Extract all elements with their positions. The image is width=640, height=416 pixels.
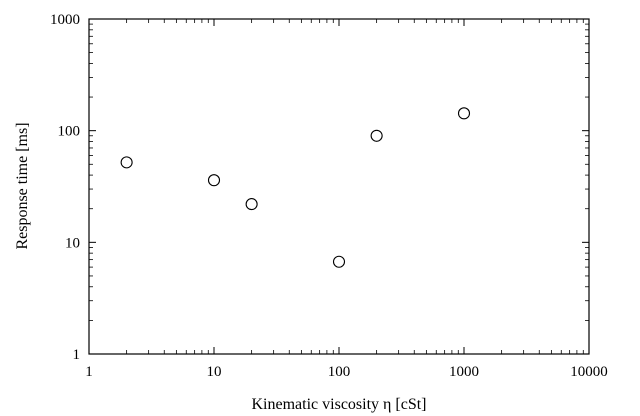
y-tick-label: 1 xyxy=(73,347,81,363)
x-axis-label: Kinematic viscosity η [cSt] xyxy=(252,396,427,413)
minor-ticks xyxy=(89,19,589,354)
major-ticks xyxy=(88,18,590,355)
x-tick-label: 10000 xyxy=(570,364,608,380)
y-tick-label: 10 xyxy=(65,235,80,251)
data-point xyxy=(120,156,133,169)
data-point xyxy=(457,107,471,120)
data-points xyxy=(120,107,471,268)
data-point xyxy=(370,129,383,142)
plot-frame xyxy=(88,18,590,355)
x-tick-labels: 1 10 100 1000 10000 xyxy=(85,364,608,380)
y-axis-label: Response time [ms] xyxy=(14,122,31,249)
x-tick-label: 1000 xyxy=(449,364,479,380)
y-tick-label: 1000 xyxy=(50,12,80,28)
data-point xyxy=(207,174,221,187)
x-tick-label: 1 xyxy=(85,364,93,380)
data-point xyxy=(332,255,346,268)
y-tick-labels: 1 10 100 1000 xyxy=(50,12,80,363)
data-point xyxy=(245,198,258,211)
x-tick-label: 100 xyxy=(328,364,351,380)
x-tick-label: 10 xyxy=(207,364,222,380)
y-tick-label: 100 xyxy=(58,124,81,140)
